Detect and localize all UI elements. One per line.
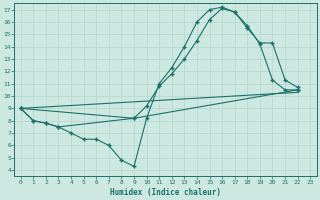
X-axis label: Humidex (Indice chaleur): Humidex (Indice chaleur) [110,188,221,197]
